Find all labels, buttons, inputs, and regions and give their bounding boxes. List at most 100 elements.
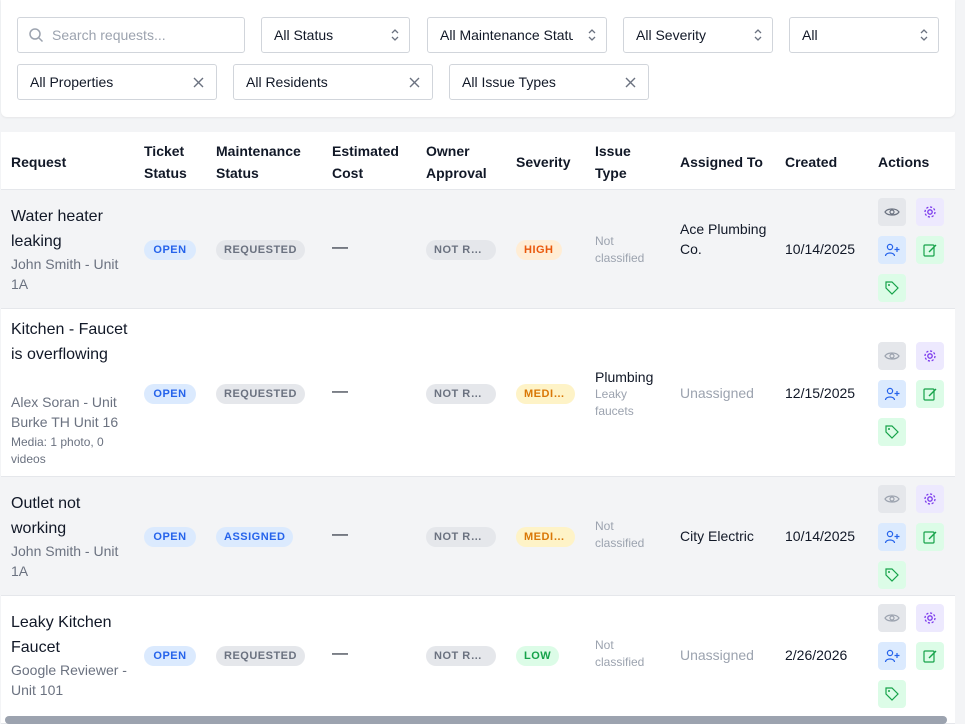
issue-type: Not classified — [595, 638, 645, 669]
settings-button[interactable] — [916, 604, 944, 632]
assign-button[interactable] — [878, 523, 906, 551]
request-title[interactable]: Outlet not working — [11, 495, 81, 537]
table-row[interactable]: Water heater leaking John Smith - Unit 1… — [1, 190, 955, 309]
edit-button[interactable] — [916, 236, 944, 264]
eye-icon — [884, 208, 900, 216]
edit-icon — [923, 388, 937, 401]
settings-button[interactable] — [916, 342, 944, 370]
estimated-cost: — — [332, 383, 348, 400]
estimated-cost: — — [332, 645, 348, 662]
request-title[interactable]: Leaky Kitchen Faucet — [11, 614, 112, 656]
properties-filter-select[interactable]: All Properties — [17, 64, 217, 100]
tag-button[interactable] — [878, 561, 906, 589]
severity-badge: MEDIUM — [516, 384, 575, 404]
issue-type: Not classified — [595, 519, 645, 550]
edit-button[interactable] — [916, 642, 944, 670]
maintenance-status-badge: REQUESTED — [216, 240, 305, 260]
residents-filter-select[interactable]: All Residents — [233, 64, 433, 100]
issue-types-filter-select[interactable]: All Issue Types — [449, 64, 649, 100]
eye-icon — [884, 352, 900, 360]
ticket-status-badge: OPEN — [144, 240, 196, 260]
col-label: Status — [144, 165, 187, 181]
col-issue-type[interactable]: Issue Type — [595, 140, 631, 184]
eye-icon — [884, 614, 900, 622]
user-plus-icon — [884, 243, 900, 257]
request-title[interactable]: Water heater leaking — [11, 208, 103, 250]
col-actions: Actions — [878, 154, 930, 170]
request-resident: Google Reviewer - Unit 101 — [11, 662, 127, 698]
settings-button[interactable] — [916, 485, 944, 513]
horizontal-scrollbar[interactable] — [5, 716, 947, 724]
col-label: Type — [595, 165, 627, 181]
col-label: Maintenance — [216, 143, 301, 159]
view-button[interactable] — [878, 198, 906, 226]
estimated-cost: — — [332, 526, 348, 543]
col-assigned-to[interactable]: Assigned To — [680, 154, 763, 170]
edit-button[interactable] — [916, 380, 944, 408]
clear-x-icon[interactable] — [625, 77, 636, 88]
edit-icon — [923, 650, 937, 663]
status-filter-select[interactable]: All Status — [261, 17, 410, 53]
col-severity[interactable]: Severity — [516, 154, 571, 170]
all-filter-select[interactable]: All — [789, 17, 939, 53]
col-maintenance-status[interactable]: Maintenance Status — [216, 140, 301, 184]
edit-icon — [923, 531, 937, 544]
clear-x-icon[interactable] — [409, 77, 420, 88]
table-header: Request Ticket Status Maintenance Status E… — [1, 132, 955, 190]
all-filter-value: All — [802, 27, 818, 43]
col-label: Cost — [332, 165, 364, 181]
request-title[interactable]: Kitchen - Faucet is overflowing — [11, 321, 128, 363]
severity-filter-select[interactable]: All Severity — [623, 17, 773, 53]
ticket-status-badge: OPEN — [144, 646, 196, 666]
assign-button[interactable] — [878, 236, 906, 264]
owner-approval-badge: NOT REQUIRED — [426, 527, 496, 547]
col-request[interactable]: Request — [11, 154, 67, 170]
estimated-cost: — — [332, 239, 348, 256]
updown-chevron-icon — [391, 29, 399, 41]
table-row[interactable]: Kitchen - Faucet is overflowing Alex Sor… — [1, 309, 955, 477]
col-created[interactable]: Created — [785, 154, 838, 170]
user-plus-icon — [884, 649, 900, 663]
edit-button[interactable] — [916, 523, 944, 551]
created-date: 12/15/2025 — [785, 385, 856, 401]
issue-types-filter-value: All Issue Types — [462, 74, 556, 90]
tag-button[interactable] — [878, 274, 906, 302]
col-label: Issue — [595, 143, 631, 159]
assigned-to: City Electric — [680, 528, 754, 544]
settings-button[interactable] — [916, 198, 944, 226]
col-label: Status — [216, 165, 259, 181]
user-plus-icon — [884, 530, 900, 544]
severity-badge: LOW — [516, 646, 560, 666]
maintenance-status-badge: REQUESTED — [216, 384, 305, 404]
clear-x-icon[interactable] — [193, 77, 204, 88]
table-row[interactable]: Leaky Kitchen Faucet Google Reviewer - U… — [1, 596, 955, 724]
request-media: Media: 1 photo, 0 videos — [11, 435, 104, 466]
updown-chevron-icon — [920, 29, 928, 41]
tag-icon — [885, 425, 899, 439]
search-input[interactable]: Search requests... — [17, 17, 245, 53]
col-ticket-status[interactable]: Ticket Status — [144, 140, 187, 184]
gear-icon — [924, 612, 936, 624]
status-filter-value: All Status — [274, 27, 334, 43]
updown-chevron-icon — [588, 29, 596, 41]
request-resident: John Smith - Unit 1A — [11, 543, 119, 579]
col-owner-approval[interactable]: Owner Approval — [426, 140, 487, 184]
tag-button[interactable] — [878, 418, 906, 446]
maintenance-status-badge: ASSIGNED — [216, 527, 294, 547]
assign-button[interactable] — [878, 380, 906, 408]
request-resident: John Smith - Unit 1A — [11, 256, 119, 292]
tag-button[interactable] — [878, 680, 906, 708]
ticket-status-badge: OPEN — [144, 384, 196, 404]
table-row[interactable]: Outlet not working John Smith - Unit 1A … — [1, 477, 955, 596]
assign-button[interactable] — [878, 642, 906, 670]
maintenance-status-filter-select[interactable]: All Maintenance Status — [427, 17, 607, 53]
created-date: 10/14/2025 — [785, 241, 856, 257]
created-date: 2/26/2026 — [785, 647, 848, 663]
view-button[interactable] — [878, 342, 906, 370]
view-button[interactable] — [878, 485, 906, 513]
col-estimated-cost[interactable]: Estimated Cost — [332, 140, 399, 184]
assigned-to: Ace Plumbing Co. — [680, 221, 767, 257]
view-button[interactable] — [878, 604, 906, 632]
severity-badge: HIGH — [516, 240, 562, 260]
request-resident: Alex Soran - Unit Burke TH Unit 16 — [11, 394, 119, 430]
